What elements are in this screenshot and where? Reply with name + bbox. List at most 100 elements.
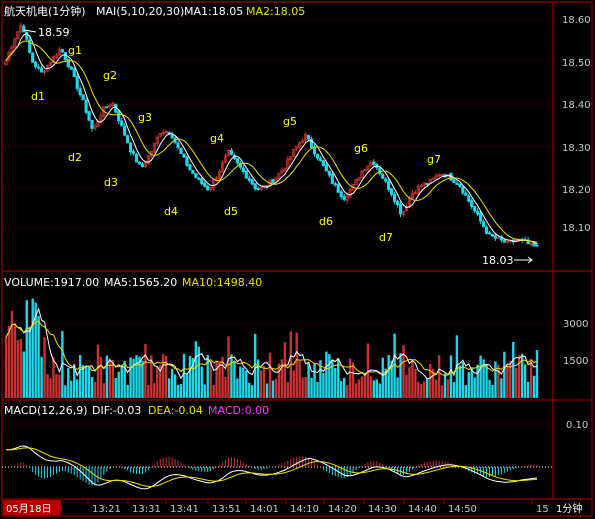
- candle-body: [75, 75, 79, 89]
- candle-body: [105, 106, 109, 109]
- volume-bar: [138, 356, 141, 398]
- volume-bar: [340, 381, 343, 398]
- volume-bar: [221, 356, 224, 398]
- trough-label: d2: [68, 151, 82, 164]
- volume-bar: [301, 377, 304, 398]
- volume-bar: [369, 376, 373, 398]
- candle-body: [336, 184, 340, 193]
- candle-body: [467, 195, 471, 202]
- candle-body: [188, 164, 192, 171]
- candle-body: [128, 142, 133, 153]
- date-badge: [3, 500, 61, 515]
- x-tick-label: 13:21: [92, 504, 121, 515]
- volume-bar: [108, 358, 112, 398]
- volume-ma10-line: [5, 320, 538, 376]
- candle-body: [185, 156, 189, 166]
- candle-body: [220, 162, 225, 173]
- y-tick-volume: 1500: [563, 356, 588, 367]
- date-label: 05月18日: [6, 503, 51, 515]
- volume-bar: [509, 361, 512, 398]
- stock-title: 航天机电(1分钟): [4, 4, 86, 18]
- volume-bar: [461, 362, 465, 398]
- candle-body: [152, 142, 156, 153]
- x-tick-label: 13:51: [212, 504, 241, 515]
- candle-body: [381, 173, 385, 179]
- candle-body: [212, 179, 216, 189]
- candle-body: [194, 173, 198, 178]
- volume-bar: [194, 341, 198, 398]
- candle-body: [259, 186, 263, 190]
- volume-bar: [120, 365, 123, 398]
- volume-bar: [366, 343, 370, 398]
- volume-bar: [22, 351, 25, 398]
- volume-bar: [212, 384, 215, 398]
- candle-body: [526, 239, 530, 245]
- volume-bar: [19, 338, 23, 398]
- volume-bar: [443, 373, 447, 398]
- volume-bar: [473, 377, 476, 398]
- candle-body: [54, 54, 59, 58]
- candle-body: [440, 173, 444, 176]
- candle-body: [295, 145, 299, 150]
- volume-bar: [159, 364, 162, 398]
- volume-bar: [334, 368, 337, 398]
- volume-bar: [43, 337, 46, 398]
- candle-body: [470, 200, 474, 208]
- volume-bar: [179, 383, 183, 398]
- ma2-line: [5, 40, 538, 243]
- volume-bar: [10, 310, 14, 398]
- candle-body: [324, 164, 328, 172]
- peak-label: g1: [68, 44, 82, 57]
- candle-body: [464, 192, 468, 196]
- candle-body: [431, 177, 435, 180]
- volume-bar: [251, 385, 254, 398]
- volume-bar: [328, 354, 331, 398]
- candle-body: [473, 205, 477, 212]
- volume-bar: [503, 351, 506, 398]
- volume-bar: [357, 379, 361, 398]
- candle-body: [37, 66, 41, 69]
- volume-bar: [402, 345, 405, 398]
- y-tick-main: 18.10: [562, 223, 591, 234]
- volume-bar: [25, 300, 28, 398]
- volume-bar: [431, 368, 435, 398]
- volume-bar: [298, 361, 301, 398]
- volume-bar: [191, 358, 195, 398]
- candle-body: [458, 183, 462, 187]
- ma2-value: MA2:18.05: [246, 5, 305, 18]
- volume-bar: [34, 302, 37, 398]
- volume-bar: [102, 383, 106, 398]
- volume-bar: [150, 355, 153, 398]
- y-tick-main: 18.40: [562, 100, 591, 111]
- volume-bar: [325, 351, 328, 398]
- candle-body: [4, 60, 8, 66]
- volume-ma10-value: MA10:1498.40: [182, 276, 262, 289]
- candle-body: [84, 99, 88, 113]
- volume-bar: [218, 362, 221, 398]
- volume-bar: [259, 370, 263, 398]
- volume-bar: [268, 352, 272, 398]
- y-tick-main: 18.50: [562, 58, 591, 69]
- volume-bar: [396, 377, 399, 398]
- candle-body: [342, 195, 346, 201]
- candle-body: [19, 25, 23, 33]
- volume-bar: [4, 337, 8, 398]
- candle-body: [366, 165, 370, 171]
- candle-body: [48, 62, 53, 66]
- volume-bar: [485, 364, 488, 398]
- volume-bar: [176, 384, 180, 398]
- candle-body: [209, 187, 213, 190]
- volume-bar: [420, 383, 423, 398]
- volume-bar: [93, 381, 97, 398]
- candle-body: [137, 161, 142, 165]
- candle-body: [425, 183, 429, 185]
- volume-bar: [523, 364, 527, 398]
- candle-body: [339, 191, 343, 198]
- candle-body: [357, 177, 361, 181]
- candle-body: [143, 162, 148, 167]
- candle-body: [72, 68, 76, 77]
- volume-bar: [81, 365, 85, 398]
- volume-bar: [87, 365, 91, 398]
- candle-body: [126, 135, 130, 144]
